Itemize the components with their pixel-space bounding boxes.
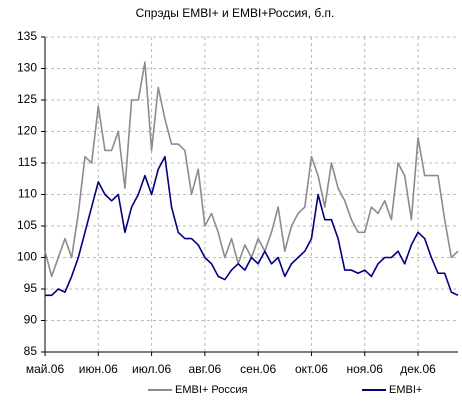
- y-tick-label: 125: [17, 92, 37, 106]
- x-tick-label: июн.06: [79, 362, 118, 376]
- x-tick-label: май.06: [26, 362, 65, 376]
- y-tick-label: 90: [24, 313, 38, 327]
- x-tick-label: окт.06: [295, 362, 328, 376]
- x-tick-label: сен.06: [240, 362, 276, 376]
- x-tick-label: июл.06: [132, 362, 171, 376]
- series-line: [45, 155, 459, 297]
- y-tick-label: 135: [17, 29, 37, 43]
- legend-label: EMBI+: [389, 384, 422, 396]
- x-tick-label: ноя.06: [346, 362, 383, 376]
- y-tick-label: 130: [17, 61, 37, 75]
- legend-label: EMBI+ Россия: [175, 384, 247, 396]
- y-tick-label: 85: [24, 344, 38, 358]
- chart-title: Спрэды EMBI+ и EMBI+Россия, б.п.: [136, 6, 335, 20]
- y-tick-label: 115: [18, 155, 37, 169]
- y-tick-label: 120: [17, 124, 37, 138]
- y-tick-label: 95: [24, 281, 38, 295]
- y-tick-label: 110: [18, 187, 37, 201]
- y-tick-label: 100: [17, 250, 37, 264]
- x-tick-label: дек.06: [400, 362, 436, 376]
- y-tick-label: 105: [17, 218, 37, 232]
- x-tick-label: авг.06: [189, 362, 222, 376]
- series-line: [44, 61, 459, 278]
